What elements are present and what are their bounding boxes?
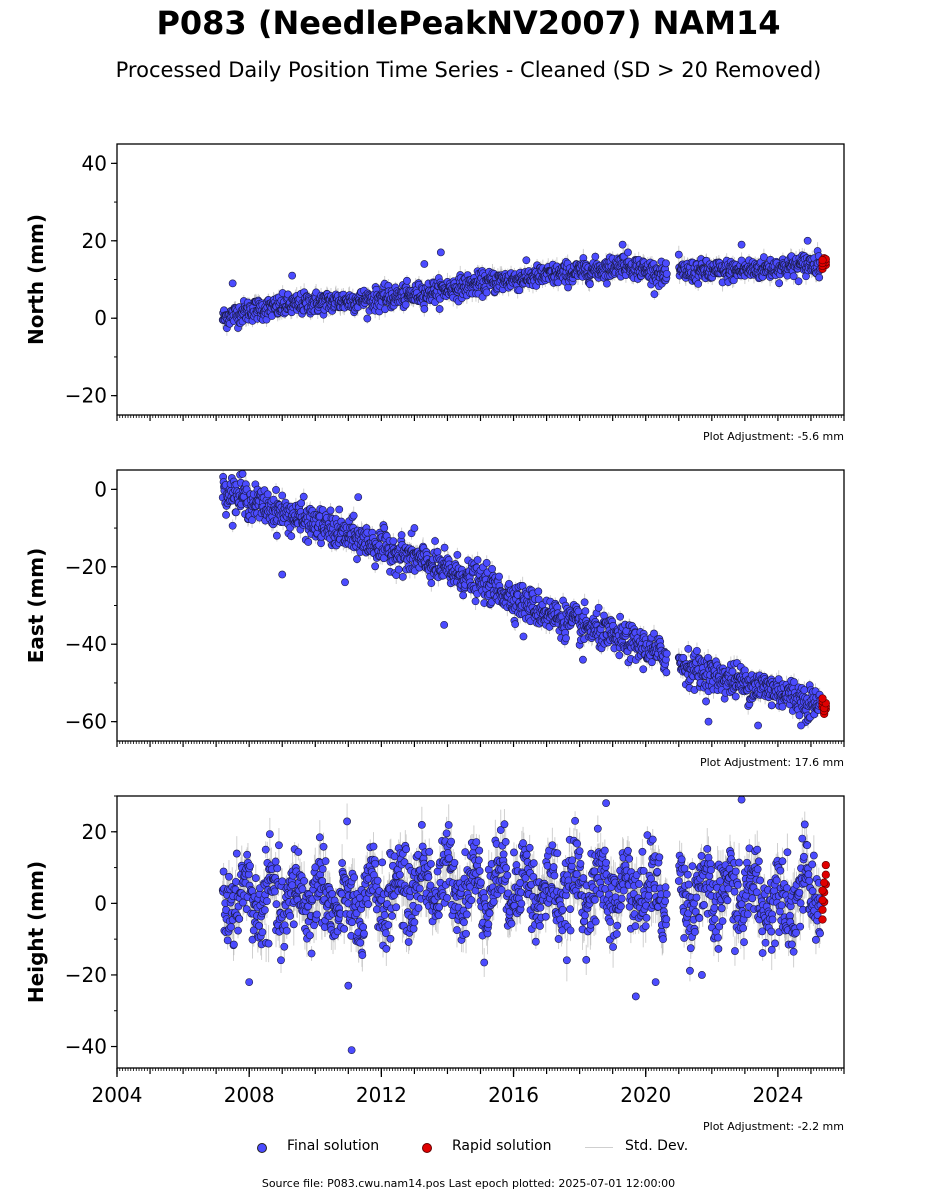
final-solution-point: [299, 492, 308, 501]
final-solution-point: [287, 532, 296, 541]
final-solution-point: [379, 554, 388, 563]
final-solution-point: [515, 286, 524, 295]
final-solution-point: [278, 491, 287, 500]
final-solution-point: [803, 236, 812, 245]
final-solution-point: [789, 272, 798, 281]
final-solution-point: [662, 269, 671, 278]
final-solution-point: [650, 290, 659, 299]
y-tick-label: 40: [82, 151, 107, 175]
page-subtitle: Processed Daily Position Time Series - C…: [115, 58, 822, 82]
final-solution-point: [304, 538, 313, 546]
final-solution-point: [326, 506, 335, 515]
y-tick-label: 0: [94, 306, 107, 330]
final-solution-point: [263, 490, 272, 499]
final-solution-point: [363, 314, 372, 323]
final-solution-point: [272, 486, 280, 494]
final-solution-point: [288, 271, 297, 280]
final-solution-point: [624, 248, 632, 257]
final-solution-point: [228, 279, 237, 288]
page-title: P083 (NeedlePeakNV2007) NAM14: [156, 4, 781, 42]
final-solution-point: [272, 531, 281, 540]
final-solution-point: [248, 516, 256, 524]
final-solution-point: [482, 288, 491, 297]
final-solution-point: [815, 273, 824, 282]
final-solution-point: [662, 259, 670, 268]
final-solution-point: [618, 240, 627, 249]
final-solution-point: [694, 279, 703, 288]
final-solution-point: [420, 260, 429, 268]
final-solution-point: [522, 256, 531, 265]
final-solution-point: [759, 253, 768, 262]
panel-0-markers: [218, 236, 830, 336]
final-solution-point: [401, 300, 410, 309]
final-solution-point: [397, 531, 406, 539]
final-solution-point: [794, 277, 803, 286]
final-solution-point: [232, 508, 240, 517]
y-tick-label: −20: [65, 384, 107, 408]
final-solution-point: [380, 524, 389, 532]
final-solution-point: [420, 305, 429, 313]
y-tick-label: 20: [82, 229, 107, 253]
final-solution-point: [371, 562, 380, 571]
final-solution-point: [349, 511, 358, 520]
final-solution-point: [335, 505, 344, 514]
final-solution-point: [222, 511, 230, 519]
final-solution-point: [674, 250, 683, 259]
final-solution-point: [737, 240, 746, 249]
final-solution-point: [317, 539, 325, 548]
final-solution-point: [602, 279, 611, 288]
final-solution-point: [403, 276, 411, 285]
final-solution-point: [435, 305, 444, 313]
final-solution-point: [394, 565, 403, 574]
final-solution-point: [353, 555, 361, 564]
final-solution-point: [228, 521, 237, 530]
plot-adjustment-note: Plot Adjustment: -5.6 mm: [703, 430, 844, 443]
y-axis-label: North (mm): [24, 214, 48, 345]
final-solution-point: [586, 280, 594, 289]
final-solution-point: [436, 248, 445, 257]
final-solution-point: [591, 252, 600, 261]
final-solution-point: [389, 537, 398, 545]
rapid-solution-point: [818, 256, 827, 265]
final-solution-point: [775, 279, 784, 288]
panel-1-markers: [218, 470, 830, 730]
final-solution-point: [297, 499, 306, 508]
